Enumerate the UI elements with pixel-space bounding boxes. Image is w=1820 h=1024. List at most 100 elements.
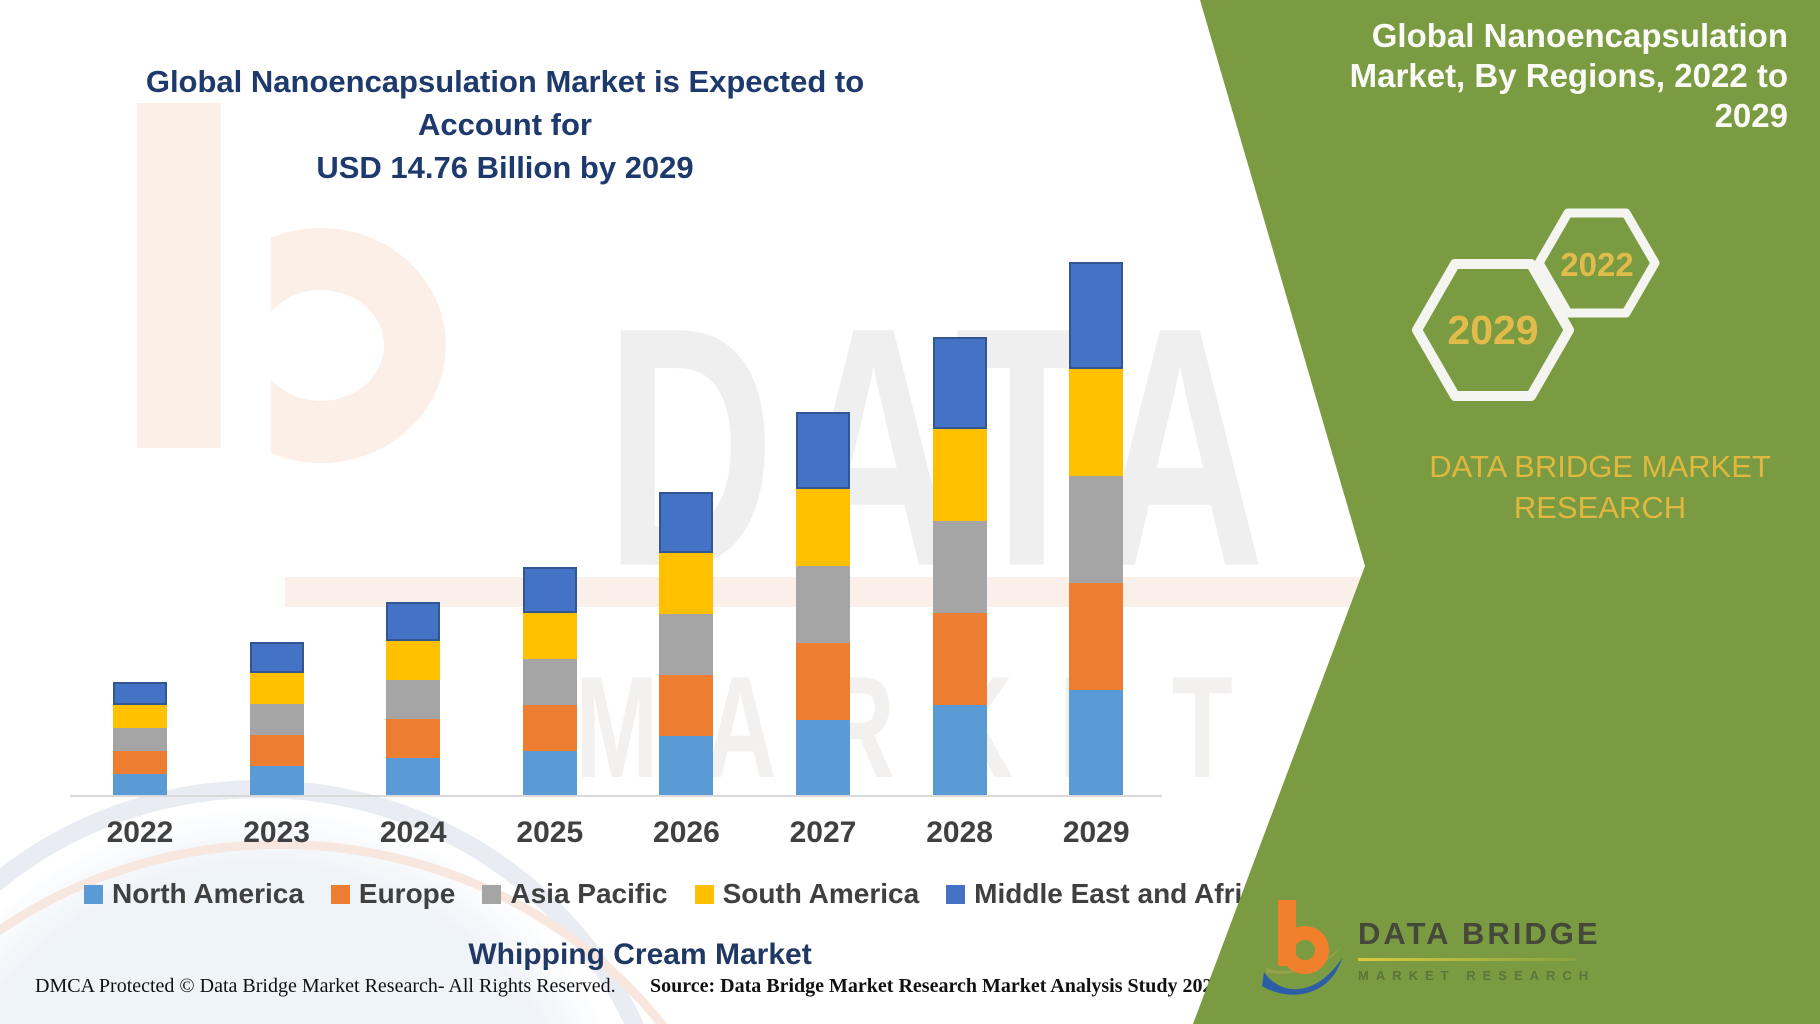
legend-swatch-asia-pacific — [482, 884, 502, 904]
watermark-databridge-b-logo-bowl — [271, 228, 446, 463]
bar-segment-asia-pacific-2029 — [1069, 476, 1124, 583]
bar-segment-middle-east-and-africa-2026 — [659, 492, 714, 553]
bar-segment-europe-2026 — [659, 675, 714, 736]
bar-segment-asia-pacific-2025 — [522, 659, 577, 705]
watermark-salmon-band — [285, 577, 1435, 607]
x-axis-label-2027: 2027 — [789, 816, 857, 849]
x-axis-label-2029: 2029 — [1062, 816, 1130, 849]
chart-title-line1: Global Nanoencapsulation Market is Expec… — [145, 64, 865, 142]
hexagon-2029: 2029 — [1412, 259, 1574, 401]
bar-2025 — [522, 567, 577, 797]
legend-label-middle-east-and-africa: Middle East and Africa — [974, 878, 1274, 909]
legend-swatch-middle-east-and-africa — [946, 884, 966, 904]
bar-segment-middle-east-and-africa-2027 — [796, 412, 850, 489]
x-axis-line — [70, 795, 1162, 797]
bar-segment-europe-2029 — [1069, 583, 1124, 690]
bar-segment-middle-east-and-africa-2029 — [1069, 262, 1124, 369]
bar-segment-asia-pacific-2028 — [932, 521, 987, 613]
legend-swatch-north-america — [84, 884, 103, 904]
bar-segment-south-america-2028 — [932, 429, 987, 521]
logo-subtitle: MARKET RESEARCH — [1358, 968, 1596, 983]
chart-title: Global Nanoencapsulation Market is Expec… — [95, 60, 915, 189]
legend-item-europe: Europe — [330, 878, 456, 910]
legend-item-middle-east-and-africa: Middle East and Africa — [946, 878, 1273, 910]
bar-segment-middle-east-and-africa-2023 — [249, 642, 304, 673]
legend-item-north-america: North America — [84, 878, 304, 910]
panel-title-line3: 2029 — [1714, 97, 1788, 134]
source-attribution-text: Source: Data Bridge Market Research Mark… — [650, 975, 1223, 997]
bar-2026 — [659, 492, 714, 797]
x-axis-label-2026: 2026 — [653, 816, 720, 849]
bar-segment-asia-pacific-2026 — [659, 614, 714, 675]
logo-title: DATA BRIDGE — [1358, 916, 1601, 951]
bar-segment-europe-2024 — [386, 719, 441, 758]
brand-caption-line1: DATA BRIDGE MARKET — [1429, 449, 1771, 484]
bar-segment-south-america-2023 — [249, 673, 304, 704]
bar-2022 — [113, 682, 167, 797]
bar-segment-north-america-2022 — [113, 774, 167, 797]
legend-swatch-south-america — [694, 884, 714, 904]
brand-caption-line2: RESEARCH — [1513, 490, 1687, 525]
svg-text:2029: 2029 — [1447, 307, 1538, 353]
bar-segment-south-america-2022 — [113, 705, 167, 728]
bar-segment-north-america-2028 — [932, 705, 987, 797]
bar-2024 — [386, 602, 441, 797]
legend-label-asia-pacific: Asia Pacific — [510, 878, 668, 909]
chart-title-line2: USD 14.76 Billion by 2029 — [316, 150, 694, 185]
year-hexagons: 2022 2029 — [1412, 208, 1660, 401]
bar-segment-asia-pacific-2023 — [249, 704, 304, 735]
panel-title: Global Nanoencapsulation Market, By Regi… — [1308, 16, 1788, 136]
x-axis-label-2023: 2023 — [243, 816, 310, 849]
bar-segment-south-america-2025 — [522, 613, 577, 659]
legend-label-europe: Europe — [358, 878, 456, 909]
bar-segment-south-america-2026 — [659, 553, 714, 614]
x-axis-label-2025: 2025 — [516, 816, 584, 849]
bar-segment-north-america-2024 — [386, 758, 441, 797]
x-axis-label-2022: 2022 — [106, 816, 174, 849]
x-axis-label-2024: 2024 — [379, 816, 447, 849]
bar-segment-asia-pacific-2027 — [796, 566, 850, 643]
bar-segment-europe-2027 — [796, 643, 850, 720]
bar-segment-middle-east-and-africa-2022 — [113, 682, 167, 705]
bar-segment-asia-pacific-2024 — [386, 680, 441, 719]
bar-segment-europe-2023 — [249, 735, 304, 766]
x-axis-label-2028: 2028 — [926, 816, 993, 849]
bar-2029 — [1069, 262, 1124, 797]
bar-segment-south-america-2024 — [386, 641, 441, 680]
legend-item-asia-pacific: Asia Pacific — [482, 878, 668, 910]
panel-title-line1: Global Nanoencapsulation — [1371, 17, 1788, 54]
legend-label-north-america: North America — [112, 878, 304, 909]
brand-caption: DATA BRIDGE MARKET RESEARCH — [1388, 446, 1812, 528]
databridge-logo-text: DATA BRIDGE MARKET RESEARCH — [1358, 916, 1601, 983]
legend-item-south-america: South America — [694, 878, 920, 910]
bar-segment-middle-east-and-africa-2025 — [522, 567, 577, 613]
bar-segment-north-america-2026 — [659, 736, 714, 797]
legend-swatch-europe — [330, 884, 350, 904]
chart-legend: North America Europe Asia Pacific South Ame… — [84, 878, 1273, 910]
bar-segment-north-america-2025 — [522, 751, 577, 797]
bar-segment-south-america-2029 — [1069, 369, 1124, 476]
panel-title-line2: Market, By Regions, 2022 to — [1349, 57, 1788, 94]
bar-segment-europe-2025 — [522, 705, 577, 751]
logo-underline — [1358, 958, 1576, 961]
hexagon-2022: 2022 — [1534, 208, 1660, 318]
bar-segment-north-america-2029 — [1069, 690, 1124, 797]
databridge-logo: DATA BRIDGE MARKET RESEARCH — [1262, 896, 1602, 1014]
bottom-caption: Whipping Cream Market — [468, 938, 812, 971]
legend-label-south-america: South America — [722, 878, 920, 909]
bar-segment-europe-2022 — [113, 751, 167, 774]
dmca-copyright-text: DMCA Protected © Data Bridge Market Rese… — [35, 975, 616, 997]
bar-segment-north-america-2023 — [249, 766, 304, 797]
svg-text:2022: 2022 — [1560, 246, 1633, 283]
bar-2028 — [932, 337, 987, 797]
bar-segment-middle-east-and-africa-2028 — [932, 337, 987, 429]
bar-segment-north-america-2027 — [796, 720, 850, 797]
databridge-logo-mark — [1262, 900, 1342, 995]
bar-segment-europe-2028 — [932, 613, 987, 705]
bar-2027 — [796, 412, 850, 797]
bar-segment-asia-pacific-2022 — [113, 728, 167, 751]
bar-segment-middle-east-and-africa-2024 — [386, 602, 441, 641]
bar-2023 — [249, 642, 304, 797]
bar-segment-south-america-2027 — [796, 489, 850, 566]
